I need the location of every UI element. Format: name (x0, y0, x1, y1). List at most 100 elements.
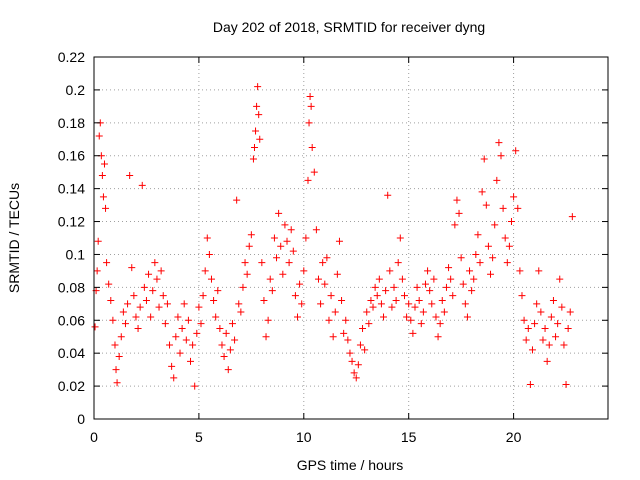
data-point (507, 218, 515, 226)
data-point (308, 144, 316, 151)
data-point (421, 280, 429, 288)
data-point (233, 196, 241, 204)
plot-frame (93, 56, 609, 420)
data-point (493, 176, 501, 184)
data-point (253, 102, 261, 110)
grid-lines (94, 57, 608, 419)
data-point (243, 270, 251, 278)
data-point (305, 119, 313, 127)
tick-labels: 0 0.02 0.04 0.06 0.08 0.1 0.12 0.14 0.16 0.18 0.2 0… (58, 49, 522, 445)
data-point (354, 361, 362, 369)
data-point (491, 221, 499, 229)
data-point (100, 160, 108, 168)
data-point (128, 264, 136, 272)
y-tick-label: 0.1 (66, 246, 86, 262)
data-point (424, 267, 432, 275)
data-point (325, 316, 333, 324)
data-point (111, 341, 119, 349)
data-point (250, 144, 258, 151)
data-point (203, 234, 211, 242)
data-point (419, 308, 427, 316)
data-point (394, 259, 402, 267)
data-point (449, 292, 457, 300)
data-point (237, 308, 245, 316)
data-point (153, 275, 161, 283)
data-point (346, 349, 354, 357)
data-point (522, 336, 530, 344)
y-tick-label: 0.06 (58, 312, 85, 328)
x-tick-label: 20 (506, 429, 522, 445)
data-point (430, 275, 438, 283)
y-tick-label: 0 (77, 411, 85, 427)
data-point (117, 333, 125, 341)
chart-title: Day 202 of 2018, SRMTID for receiver dyn… (213, 19, 485, 35)
data-point (403, 313, 411, 321)
data-point (300, 267, 308, 275)
data-point (560, 341, 568, 349)
data-point (495, 139, 503, 147)
data-point (474, 231, 482, 239)
data-point (537, 308, 545, 316)
axis-ticks (93, 56, 608, 420)
y-tick-label: 0.12 (58, 214, 85, 230)
data-point (543, 357, 551, 365)
data-point (348, 357, 356, 365)
data-point (294, 313, 302, 321)
data-point (260, 297, 268, 305)
data-point (103, 259, 111, 267)
data-point (373, 292, 381, 300)
data-point (526, 380, 534, 388)
data-point (482, 201, 490, 209)
y-tick-label: 0.22 (58, 49, 85, 65)
data-point (159, 292, 167, 300)
data-point (352, 374, 360, 382)
data-point (151, 259, 159, 267)
data-point (172, 333, 180, 341)
data-point (512, 147, 520, 155)
data-point (461, 300, 469, 308)
data-point (239, 283, 247, 291)
data-point (463, 313, 471, 321)
data-point (149, 287, 157, 295)
data-point (205, 250, 213, 258)
data-point (314, 275, 322, 283)
y-tick-label: 0.02 (58, 378, 85, 394)
data-point (222, 329, 230, 337)
data-point (388, 303, 396, 311)
x-axis-label: GPS time / hours (297, 457, 404, 473)
data-point (319, 259, 327, 267)
data-point (547, 313, 555, 321)
data-point (556, 275, 564, 283)
data-point (400, 292, 408, 300)
data-point (331, 308, 339, 316)
data-point (256, 135, 264, 143)
data-points (91, 83, 576, 390)
data-point (207, 275, 215, 283)
data-point (564, 325, 572, 332)
data-point (102, 204, 110, 212)
data-point (187, 357, 195, 365)
data-point (554, 320, 562, 328)
data-point (218, 341, 226, 349)
data-point (434, 333, 442, 341)
data-point (447, 275, 455, 283)
data-point (107, 297, 115, 305)
data-point (442, 283, 450, 291)
data-point (478, 188, 486, 196)
data-point (298, 300, 306, 308)
data-point (411, 303, 419, 311)
data-point (266, 275, 274, 283)
data-point (283, 237, 291, 245)
x-tick-label: 5 (195, 429, 203, 445)
data-point (333, 270, 341, 278)
data-point (157, 267, 165, 275)
data-point (201, 267, 209, 275)
data-point (409, 329, 417, 337)
data-point (489, 254, 497, 262)
data-point (197, 320, 205, 328)
data-point (455, 209, 463, 217)
data-point (268, 287, 276, 295)
data-point (390, 283, 398, 291)
data-point (558, 303, 566, 311)
data-point (112, 366, 120, 374)
